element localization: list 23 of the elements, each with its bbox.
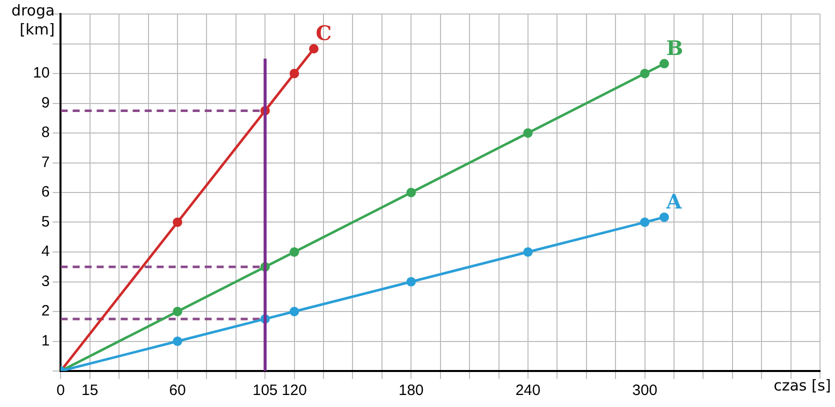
y-tick-label: 6: [41, 184, 50, 201]
y-tick-label: 5: [41, 213, 50, 230]
x-tick-label: 180: [398, 382, 424, 400]
x-tick-label: 240: [515, 382, 540, 400]
y-tick-label: 3: [41, 272, 50, 290]
x-tick-label: 15: [82, 382, 98, 400]
series-label: A: [665, 189, 682, 214]
x-tick-label: 300: [632, 382, 658, 400]
x-tick-label: 120: [282, 382, 307, 400]
series-label: B: [666, 36, 684, 60]
y-tick-label: 9: [41, 94, 50, 112]
y-tick-label: 10: [32, 64, 50, 82]
y-axis-title: droga [km]: [11, 1, 55, 38]
y-tick-label: 1: [41, 332, 50, 350]
x-tick-label: 60: [169, 382, 186, 400]
y-tick-label: 4: [41, 243, 50, 260]
x-axis-title: czas [s]: [774, 376, 831, 394]
x-tick-label: 0: [56, 382, 65, 400]
y-tick-label: 8: [41, 124, 50, 142]
series-label: C: [316, 21, 332, 46]
x-tick-label: 105: [252, 382, 278, 400]
y-tick-label: 7: [41, 154, 50, 171]
y-tick-label: 2: [41, 302, 50, 320]
